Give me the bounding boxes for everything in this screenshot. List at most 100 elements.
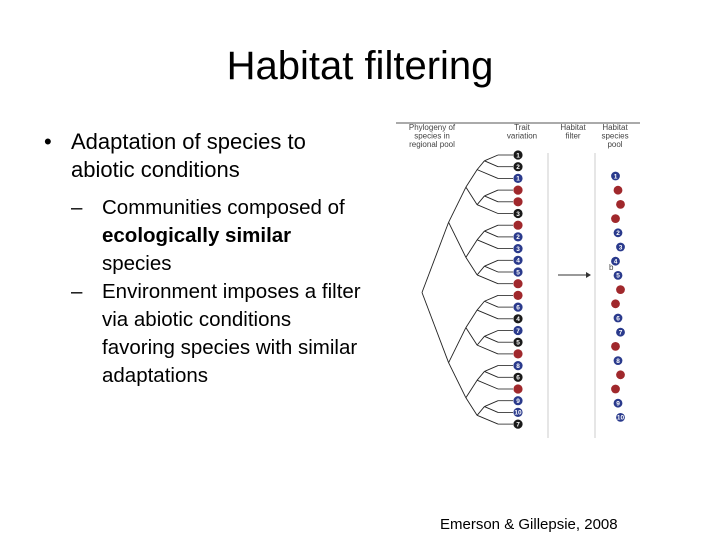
trait-species-dot bbox=[513, 220, 523, 230]
trait-species-number: 6 bbox=[516, 304, 520, 311]
trait-species-number: 3 bbox=[516, 246, 520, 253]
sub-bullet-communities-text: Communities composed of ecologically sim… bbox=[102, 196, 345, 275]
pool-species-dot bbox=[613, 271, 623, 280]
phylogeny-branch bbox=[448, 362, 467, 398]
pool-species-dot bbox=[616, 200, 625, 209]
filter-arrow-head bbox=[586, 272, 591, 278]
bullet-adaptation: • Adaptation of species to abiotic condi… bbox=[44, 128, 364, 184]
pool-species-dot bbox=[611, 256, 620, 266]
pool-species-number: 7 bbox=[619, 330, 623, 337]
header-3: Habitat filter bbox=[560, 123, 586, 141]
phylogeny-branch bbox=[465, 169, 478, 188]
phylogeny-branch bbox=[484, 294, 499, 302]
citation: Emerson & Gillepsie, 2008 bbox=[440, 516, 618, 533]
phylogeny-branch bbox=[476, 169, 499, 179]
pool-species-dot bbox=[611, 299, 620, 309]
trait-species-number: 5 bbox=[516, 340, 520, 347]
phylogeny-branch bbox=[484, 224, 499, 232]
phylogeny-branch bbox=[484, 371, 499, 378]
phylogeny-branch bbox=[465, 186, 478, 205]
phylogeny-branch bbox=[448, 327, 467, 363]
trait-species-dot bbox=[513, 419, 523, 429]
phylogeny-branch bbox=[484, 154, 499, 162]
trait-species-number: 9 bbox=[516, 398, 520, 405]
pool-species-dot bbox=[616, 327, 625, 337]
trait-species-dot bbox=[513, 372, 523, 382]
trait-species-dot bbox=[513, 150, 523, 160]
trait-species-dot bbox=[513, 232, 523, 242]
pool-species-dot bbox=[613, 313, 623, 323]
header-4: Habitat species pool bbox=[601, 123, 628, 149]
pool-species-dot bbox=[616, 370, 625, 380]
pool-species-number: 4 bbox=[614, 259, 618, 266]
trait-species-dot bbox=[513, 361, 523, 371]
phylogeny-branch bbox=[484, 259, 499, 267]
phylogeny-branch bbox=[484, 400, 499, 407]
trait-species-dot bbox=[513, 337, 523, 347]
trait-species-dot bbox=[513, 267, 523, 277]
sub-bullet-dash: – bbox=[71, 280, 83, 303]
phylogeny-branch bbox=[476, 274, 499, 285]
phylogeny-branch bbox=[476, 379, 499, 390]
trait-species-number: 3 bbox=[516, 211, 520, 218]
phylogeny-branch bbox=[476, 336, 485, 346]
phylogeny-diagram: Phylogeny of species in regional pool Trait… bbox=[396, 122, 640, 438]
pool-species-number: 10 bbox=[617, 415, 625, 422]
pool-species-dot bbox=[613, 398, 623, 408]
phylogeny-branch bbox=[465, 397, 478, 416]
phylogeny-branch bbox=[465, 257, 478, 276]
trait-species-number: 6 bbox=[516, 375, 520, 382]
phylogeny-branch bbox=[484, 265, 499, 273]
header-2: Trait variation bbox=[507, 123, 537, 141]
phylogeny-branch bbox=[465, 327, 478, 346]
trait-species-dot bbox=[513, 290, 523, 300]
phylogeny-branch bbox=[476, 406, 485, 416]
pool-species-number: 9 bbox=[616, 401, 620, 408]
trait-species-number: 10 bbox=[514, 410, 522, 417]
pool-species-dot bbox=[616, 242, 625, 252]
pool-species-number: 3 bbox=[619, 244, 623, 251]
bold-phrase: ecologically similar bbox=[102, 224, 292, 247]
phylogeny-branch bbox=[465, 309, 478, 328]
phylogeny-branch bbox=[476, 239, 499, 250]
pool-species-dot bbox=[611, 384, 620, 394]
pool-species-number: 6 bbox=[616, 315, 620, 322]
trait-species-dot bbox=[513, 407, 523, 417]
phylogeny-branch bbox=[476, 160, 485, 170]
trait-species-number: 5 bbox=[516, 269, 520, 276]
pool-species-dot bbox=[616, 285, 625, 294]
phylogeny-branch bbox=[465, 239, 478, 258]
trait-species-dot bbox=[513, 185, 523, 195]
trait-species-dot bbox=[513, 349, 523, 359]
bullet-dot: • bbox=[44, 129, 52, 154]
phylogeny-branch bbox=[476, 204, 499, 214]
trait-species-dot bbox=[513, 162, 523, 172]
trait-species-dot bbox=[513, 314, 523, 324]
trait-species-number: 1 bbox=[516, 176, 520, 183]
phylogeny-branch bbox=[484, 195, 499, 203]
header-1: Phylogeny of species in regional pool bbox=[409, 123, 456, 149]
trait-species-number: 1 bbox=[516, 152, 520, 159]
phylogeny-branch bbox=[484, 230, 499, 238]
pool-species-dot bbox=[613, 356, 623, 365]
trait-species-number: 2 bbox=[516, 164, 520, 171]
slide-title: Habitat filtering bbox=[226, 44, 494, 88]
trait-species-dot bbox=[513, 244, 523, 254]
trait-species-dot bbox=[513, 396, 523, 406]
phylogeny-branch bbox=[476, 265, 485, 276]
phylogeny-branch bbox=[484, 189, 499, 197]
pool-species-dot bbox=[611, 342, 620, 351]
phylogeny-branch bbox=[476, 344, 499, 355]
phylogeny-branch bbox=[465, 379, 478, 399]
phylogeny-branch bbox=[484, 330, 499, 337]
trait-species-number: 2 bbox=[516, 234, 520, 241]
pool-species-dot bbox=[613, 185, 623, 195]
phylogeny-branch bbox=[484, 365, 499, 372]
pool-species-dot bbox=[611, 171, 620, 181]
phylogeny-branch bbox=[448, 186, 467, 223]
phylogeny-branch bbox=[476, 371, 485, 381]
trait-species-number: 4 bbox=[516, 316, 520, 323]
phylogeny-branch bbox=[448, 222, 467, 258]
pool-species-dot bbox=[613, 228, 623, 238]
sub-bullet-dash: – bbox=[71, 196, 83, 219]
